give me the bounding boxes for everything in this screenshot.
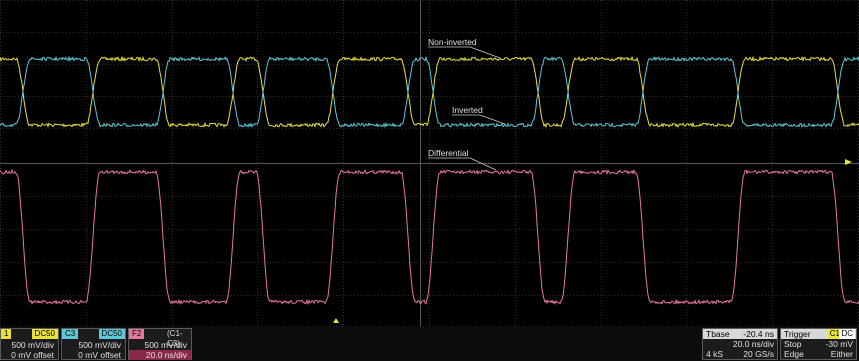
timebase-samples: 4 kS (706, 349, 724, 359)
channel-c3-vdiv: 500 mV/div (78, 340, 121, 350)
trigger-label: Trigger (784, 329, 811, 339)
timebase-delay: -20.4 ns (743, 329, 774, 339)
channel-c3-offset: 0 mV offset (78, 350, 121, 360)
timebase-hdiv: 20.0 ns/div (732, 339, 774, 349)
waveform-grid: Non-inverted Inverted Differential (0, 0, 859, 327)
trace-f2-differential (0, 168, 859, 306)
trigger-source: C1 (827, 329, 842, 339)
timebase-descriptor[interactable]: Tbase -20.4 ns 20.0 ns/div 4 kS 20 GS/s (702, 328, 778, 360)
timebase-label: Tbase (706, 329, 730, 339)
status-bar: 1 DC50 500 mV/div 0 mV offset C3 DC50 50… (0, 327, 859, 361)
function-f2-vdiv: 500 mV/div (144, 340, 187, 350)
label-inverted-text: Inverted (452, 105, 483, 115)
channel-c1-coupling: DC50 (31, 329, 58, 339)
trigger-type: Edge (784, 349, 804, 359)
channel-c1-id: 1 (1, 329, 12, 339)
channel-c3-id: C3 (62, 329, 79, 339)
trigger-level-marker[interactable] (845, 159, 852, 165)
function-f2-id: F2 (129, 329, 145, 339)
channel-c1-vdiv: 500 mV/div (11, 340, 54, 350)
trace-c3-inverted (0, 55, 859, 129)
function-f2-hdiv: 20.0 ns/div (129, 350, 191, 360)
trigger-level: -30 mV (825, 339, 853, 349)
channel-c1-descriptor[interactable]: 1 DC50 500 mV/div 0 mV offset (0, 328, 59, 360)
trigger-mode: Stop (784, 339, 802, 349)
channel-c1-offset: 0 mV offset (11, 350, 54, 360)
function-f2-descriptor[interactable]: F2 (C1-C3) 500 mV/div 20.0 ns/div (128, 328, 192, 360)
scope-display[interactable]: Non-inverted Inverted Differential (0, 0, 859, 327)
label-inverted: Inverted (452, 105, 506, 125)
trigger-position-marker[interactable] (333, 318, 339, 323)
function-f2-math: (C1-C3) (167, 329, 183, 348)
channel-c3-descriptor[interactable]: C3 DC50 500 mV/div 0 mV offset (61, 328, 126, 360)
trigger-descriptor[interactable]: Trigger C1 DC Stop -30 mV Edge Either (780, 328, 857, 360)
trigger-slope: Either (830, 349, 853, 359)
label-non-inverted: Non-inverted (428, 37, 501, 59)
trace-c1-non-inverted (0, 55, 859, 129)
trigger-coupling: DC (839, 329, 855, 339)
label-differential-text: Differential (428, 148, 469, 158)
timebase-rate: 20 GS/s (743, 349, 774, 359)
channel-c3-coupling: DC50 (98, 329, 125, 339)
label-non-inverted-text: Non-inverted (428, 37, 477, 47)
label-differential: Differential (428, 148, 497, 171)
